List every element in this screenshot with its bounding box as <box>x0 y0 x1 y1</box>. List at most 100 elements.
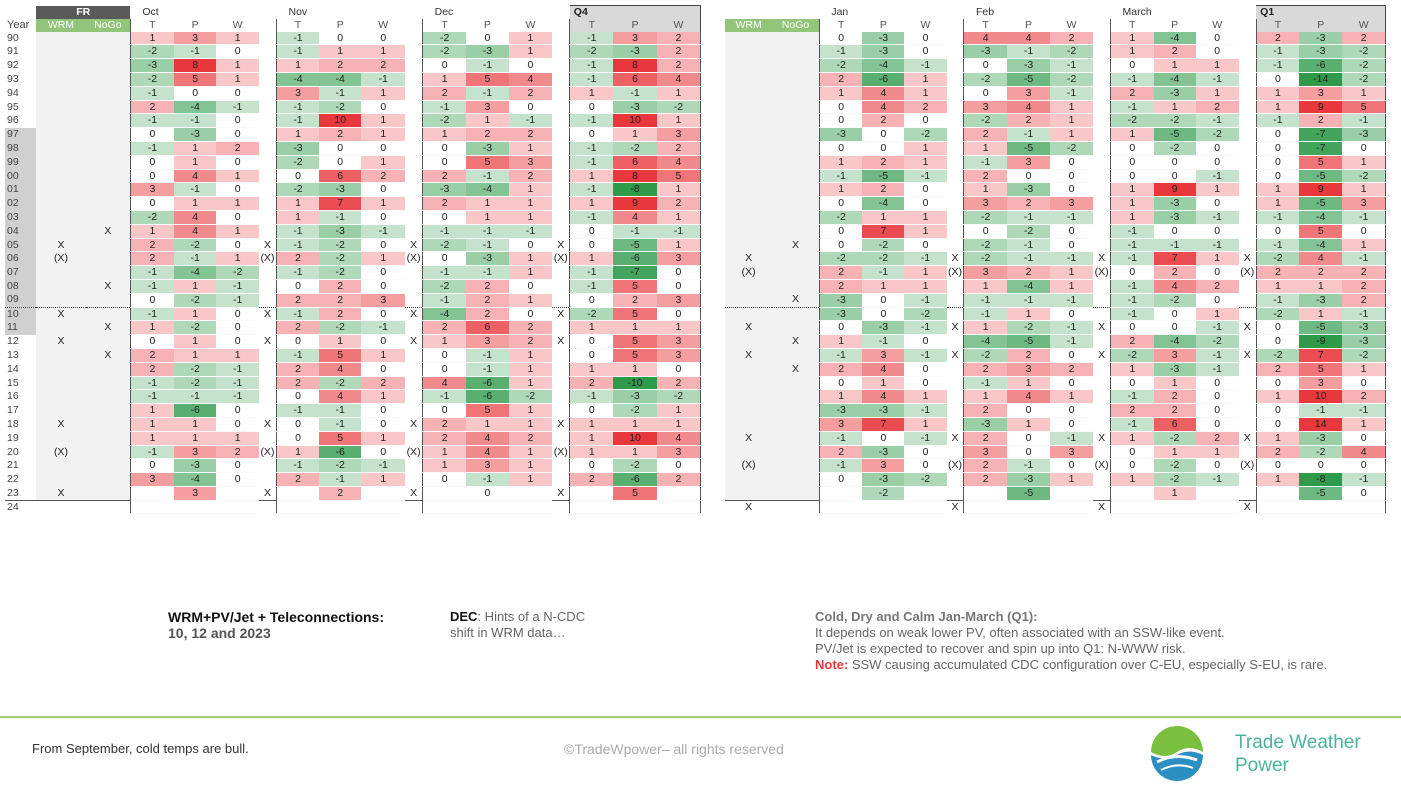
table-row: 0 -3 -2 2 -3 1 1 -2 -1 1 -8 -1 <box>725 472 1387 487</box>
value-cell: -1 <box>818 348 863 363</box>
value-cell: 0 <box>963 224 1007 239</box>
value-cell: 1 <box>963 279 1007 294</box>
event-marker: X <box>258 306 277 321</box>
nogo-flag <box>772 389 820 404</box>
value-cell: -1 <box>173 113 217 129</box>
value-cell: -3 <box>1007 182 1051 198</box>
wrm-flag: X <box>725 431 773 445</box>
value-cell: 0 <box>1110 155 1154 170</box>
nogo-flag <box>772 31 820 45</box>
year-cell: 22 <box>7 473 19 486</box>
value-cell: 7 <box>862 417 905 432</box>
value-cell: -1 <box>275 100 319 115</box>
value-cell: -2 <box>963 113 1007 129</box>
value-cell: -1 <box>129 445 174 460</box>
left-data-table: FR Oct Nov Dec Q4 Year WRM NoGo T P W T P W T P W T P W 90 1 3… <box>5 4 701 515</box>
value-cell: 2 <box>508 86 553 101</box>
event-marker <box>552 431 570 445</box>
value-cell: -6 <box>613 472 657 487</box>
value-cell: -1 <box>466 224 509 239</box>
value-cell: 0 <box>1195 141 1239 156</box>
event-marker <box>259 473 277 487</box>
value-cell: 0 <box>129 127 174 142</box>
value-cell: -1 <box>818 431 863 446</box>
event-marker <box>552 210 570 224</box>
value-cell: -1 <box>1342 472 1387 487</box>
value-cell: -1 <box>569 141 614 156</box>
value-cell: 0 <box>129 196 174 211</box>
value-cell: 1 <box>216 348 259 363</box>
value-cell: 0 <box>818 320 863 336</box>
value-cell: -2 <box>1153 113 1196 129</box>
event-marker <box>1239 293 1256 307</box>
nogo-flag <box>772 86 820 101</box>
event-marker <box>1093 100 1110 114</box>
value-cell <box>818 486 863 501</box>
event-marker <box>259 128 277 142</box>
value-cell: -2 <box>422 113 467 129</box>
value-cell: 0 <box>508 58 553 73</box>
nogo-flag <box>85 238 131 252</box>
nogo-flag <box>85 431 131 445</box>
event-marker <box>405 197 423 211</box>
value-cell: -1 <box>129 141 174 156</box>
sub-header-w: W <box>378 18 389 31</box>
fr-header <box>725 6 819 19</box>
nogo-flag <box>772 44 820 59</box>
value-cell: 2 <box>422 169 467 184</box>
value-cell: 1 <box>508 196 553 211</box>
event-marker <box>405 210 423 224</box>
value-cell: -5 <box>1007 334 1051 349</box>
year-cell: 90 <box>7 31 19 44</box>
value-cell: 4 <box>466 445 509 460</box>
value-cell: -3 <box>1299 44 1343 60</box>
marker-header <box>1093 6 1110 19</box>
value-cell: -4 <box>1153 31 1196 46</box>
value-cell: -2 <box>818 251 863 267</box>
event-marker <box>552 279 570 293</box>
value-cell: -2 <box>318 376 362 391</box>
value-cell: 0 <box>862 293 905 308</box>
value-cell: -5 <box>1299 169 1343 184</box>
value-cell: -4 <box>173 100 217 115</box>
value-cell: 2 <box>422 431 467 446</box>
value-cell: 3 <box>862 348 905 363</box>
year-cell: 04 <box>5 224 37 239</box>
value-cell: 3 <box>818 417 863 432</box>
value-cell: 2 <box>275 362 319 377</box>
wrm-flag <box>36 431 86 445</box>
value-cell: -1 <box>569 72 614 87</box>
value-cell: 2 <box>1153 265 1196 280</box>
value-cell: 1 <box>1195 182 1239 198</box>
wrm-flag: (X) <box>36 445 86 459</box>
value-cell: 0 <box>129 334 174 349</box>
value-cell: -2 <box>318 238 362 253</box>
value-cell: -1 <box>569 389 614 405</box>
value-cell: 0 <box>216 127 259 142</box>
value-cell: 1 <box>963 389 1007 405</box>
value-cell: 1 <box>1153 376 1196 391</box>
table-row: X -1 3 -1 X -2 2 0 X -2 3 -1 X -2 7 -2 <box>725 348 1387 363</box>
value-cell: 2 <box>422 417 467 432</box>
year-cell: 13 <box>7 348 19 361</box>
value-cell: -6 <box>318 445 362 460</box>
nogo-flag <box>85 155 131 170</box>
event-marker <box>1239 210 1256 224</box>
value-cell: -2 <box>656 100 701 115</box>
event-marker: X <box>951 348 959 361</box>
marker-header <box>405 19 423 32</box>
value-cell: 2 <box>862 155 905 170</box>
sub-header-p: P <box>1025 18 1033 31</box>
wrm-note-years: 10, 12 and 2023 <box>168 625 271 641</box>
event-marker <box>1239 45 1256 59</box>
value-cell: -1 <box>275 306 319 322</box>
event-marker <box>552 128 570 142</box>
value-cell: 2 <box>656 196 701 211</box>
table-row: 3 7 1 -3 1 0 -1 6 0 0 14 1 <box>725 417 1387 432</box>
value-cell: 0 <box>1153 224 1196 239</box>
brand-line1: Trade Weather <box>1235 732 1361 753</box>
value-cell: 0 <box>318 31 362 46</box>
value-cell <box>508 486 553 501</box>
year-cell: 21 <box>7 459 19 472</box>
value-cell: -1 <box>173 251 217 267</box>
